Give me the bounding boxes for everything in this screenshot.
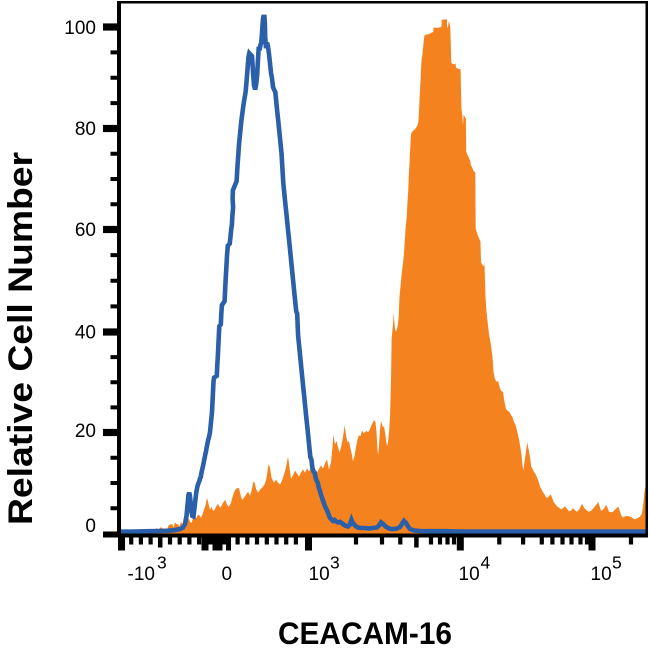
svg-text:3: 3: [157, 553, 167, 573]
svg-text:40: 40: [75, 323, 96, 344]
svg-text:Relative Cell Number: Relative Cell Number: [2, 152, 40, 525]
svg-text:-10: -10: [128, 564, 155, 585]
svg-text:100: 100: [64, 18, 96, 39]
svg-text:4: 4: [481, 553, 491, 573]
svg-text:0: 0: [222, 564, 233, 585]
svg-text:60: 60: [75, 220, 96, 241]
svg-text:10: 10: [591, 564, 612, 585]
svg-text:10: 10: [459, 564, 480, 585]
svg-text:CEACAM-16: CEACAM-16: [278, 615, 452, 651]
svg-text:20: 20: [75, 421, 96, 442]
svg-text:3: 3: [330, 553, 340, 573]
svg-text:80: 80: [75, 119, 96, 140]
svg-text:10: 10: [309, 564, 330, 585]
svg-text:5: 5: [612, 553, 622, 573]
svg-text:0: 0: [85, 516, 96, 537]
